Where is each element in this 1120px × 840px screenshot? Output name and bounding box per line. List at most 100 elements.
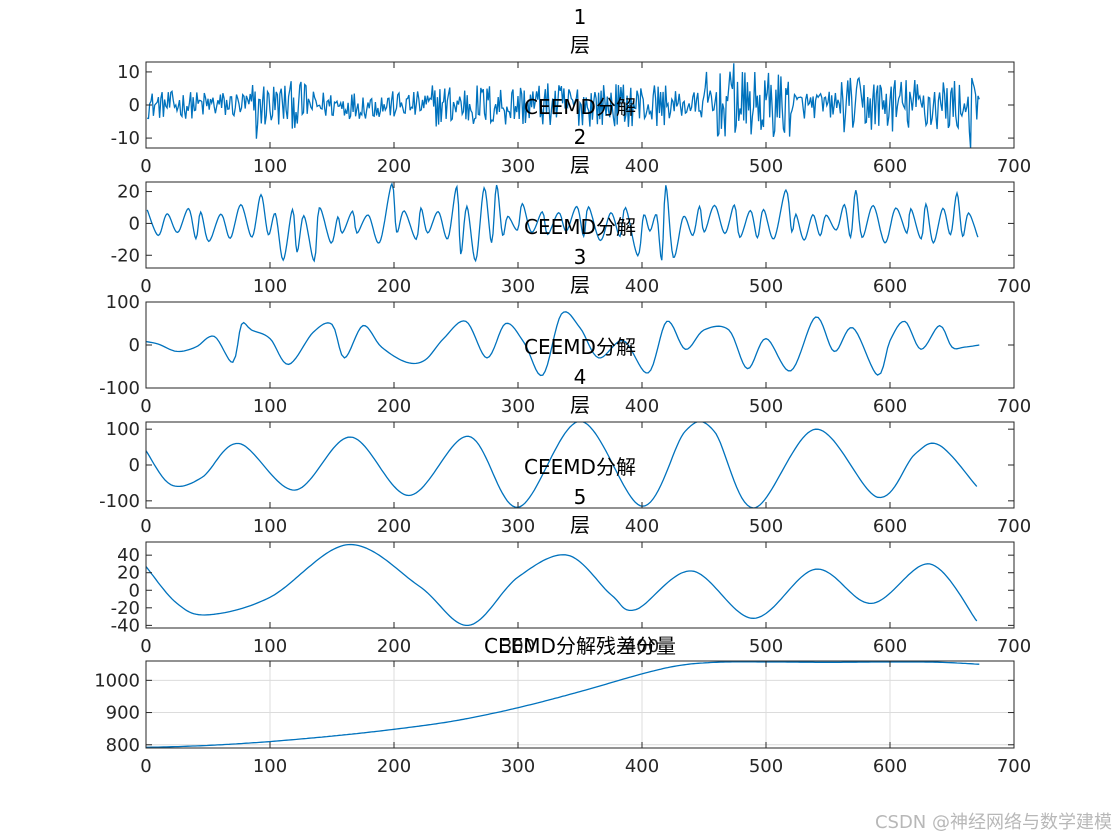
y-tick-label: 0: [129, 455, 140, 476]
x-tick-label: 400: [625, 756, 659, 777]
y-tick-label: 800: [106, 735, 140, 756]
subplot-title-line: 4: [574, 365, 587, 389]
x-tick-label: 0: [140, 636, 151, 657]
series-line: [146, 311, 980, 377]
subplot-title-line: CEEMD分解: [524, 95, 636, 119]
x-tick-label: 700: [997, 756, 1031, 777]
subplot-title-line: 3: [574, 245, 587, 269]
x-tick-label: 500: [749, 396, 783, 417]
x-tick-label: 600: [873, 756, 907, 777]
y-tick-label: -100: [99, 378, 140, 399]
y-tick-label: 20: [117, 563, 140, 584]
x-tick-label: 400: [625, 276, 659, 297]
x-tick-label: 200: [377, 156, 411, 177]
subplot-title-line: 层: [570, 33, 590, 57]
series-line: [146, 182, 979, 263]
subplot-title-line: 层: [570, 513, 590, 537]
axes-box: [145, 660, 1015, 749]
x-tick-label: 500: [749, 636, 783, 657]
y-tick-label: -40: [111, 615, 140, 636]
x-tick-label: 400: [625, 396, 659, 417]
x-tick-label: 200: [377, 756, 411, 777]
y-tick-label: 20: [117, 182, 140, 203]
x-tick-label: 0: [140, 756, 151, 777]
x-tick-label: 400: [625, 516, 659, 537]
x-tick-label: 200: [377, 516, 411, 537]
subplot-title-line: 5: [574, 485, 587, 509]
x-tick-label: 300: [501, 276, 535, 297]
x-tick-label: 400: [625, 636, 659, 657]
y-tick-label: 0: [129, 95, 140, 116]
subplot-title-line: CEEMD分解残差分量: [484, 634, 676, 658]
y-tick-label: 1000: [94, 670, 140, 691]
x-tick-label: 0: [140, 276, 151, 297]
y-tick-label: -20: [111, 245, 140, 266]
watermark-text: CSDN @神经网络与数学建模: [874, 812, 1112, 833]
y-tick-label: -20: [111, 598, 140, 619]
x-tick-label: 100: [253, 396, 287, 417]
x-tick-label: 300: [501, 756, 535, 777]
y-tick-label: 0: [129, 580, 140, 601]
x-tick-label: 700: [997, 516, 1031, 537]
x-tick-label: 600: [873, 396, 907, 417]
x-tick-label: 500: [749, 276, 783, 297]
y-tick-label: 10: [117, 62, 140, 83]
x-tick-label: 300: [501, 156, 535, 177]
x-tick-label: 0: [140, 156, 151, 177]
x-tick-label: 700: [997, 276, 1031, 297]
x-tick-label: 700: [997, 156, 1031, 177]
x-tick-label: 100: [253, 276, 287, 297]
series-line: [146, 543, 978, 627]
y-tick-label: -10: [111, 128, 140, 149]
x-tick-label: 600: [873, 276, 907, 297]
x-tick-label: 100: [253, 756, 287, 777]
x-tick-label: 600: [873, 156, 907, 177]
x-tick-label: 300: [501, 516, 535, 537]
y-tick-label: 0: [129, 335, 140, 356]
subplot-title-line: CEEMD分解: [524, 335, 636, 359]
axes-box: [145, 181, 1015, 269]
series-line: [146, 661, 980, 748]
subplot-title-line: 层: [570, 153, 590, 177]
subplot-title-line: CEEMD分解: [524, 215, 636, 239]
series-line: [147, 63, 980, 148]
x-tick-label: 300: [501, 396, 535, 417]
subplot-title-line: 1: [574, 5, 587, 29]
y-tick-label: 900: [106, 703, 140, 724]
subplot-title-line: 层: [570, 393, 590, 417]
subplot-6: 0 100 200 300 400 500 600 7008009001000CEEMD分解残…: [94, 634, 1031, 777]
x-tick-label: 100: [253, 516, 287, 537]
x-tick-label: 100: [253, 636, 287, 657]
y-tick-label: -100: [99, 491, 140, 512]
x-tick-label: 700: [997, 636, 1031, 657]
x-tick-label: 300: [501, 636, 535, 657]
x-tick-label: 400: [625, 156, 659, 177]
x-tick-label: 200: [377, 636, 411, 657]
x-tick-label: 0: [140, 396, 151, 417]
y-tick-label: 0: [129, 213, 140, 234]
subplot-title-line: 2: [574, 125, 587, 149]
subplot-title-line: CEEMD分解: [524, 455, 636, 479]
x-tick-label: 200: [377, 276, 411, 297]
x-tick-label: 500: [749, 516, 783, 537]
x-tick-label: 600: [873, 636, 907, 657]
x-tick-label: 0: [140, 516, 151, 537]
x-tick-label: 500: [749, 156, 783, 177]
x-tick-label: 500: [749, 756, 783, 777]
x-tick-label: 700: [997, 396, 1031, 417]
axes-box: [145, 541, 1015, 629]
x-tick-label: 200: [377, 396, 411, 417]
x-tick-label: 600: [873, 516, 907, 537]
y-tick-label: 100: [106, 292, 140, 313]
x-tick-label: 100: [253, 156, 287, 177]
subplot-title-line: 层: [570, 273, 590, 297]
series-line: [146, 422, 978, 508]
y-tick-label: 40: [117, 545, 140, 566]
y-tick-label: 100: [106, 419, 140, 440]
